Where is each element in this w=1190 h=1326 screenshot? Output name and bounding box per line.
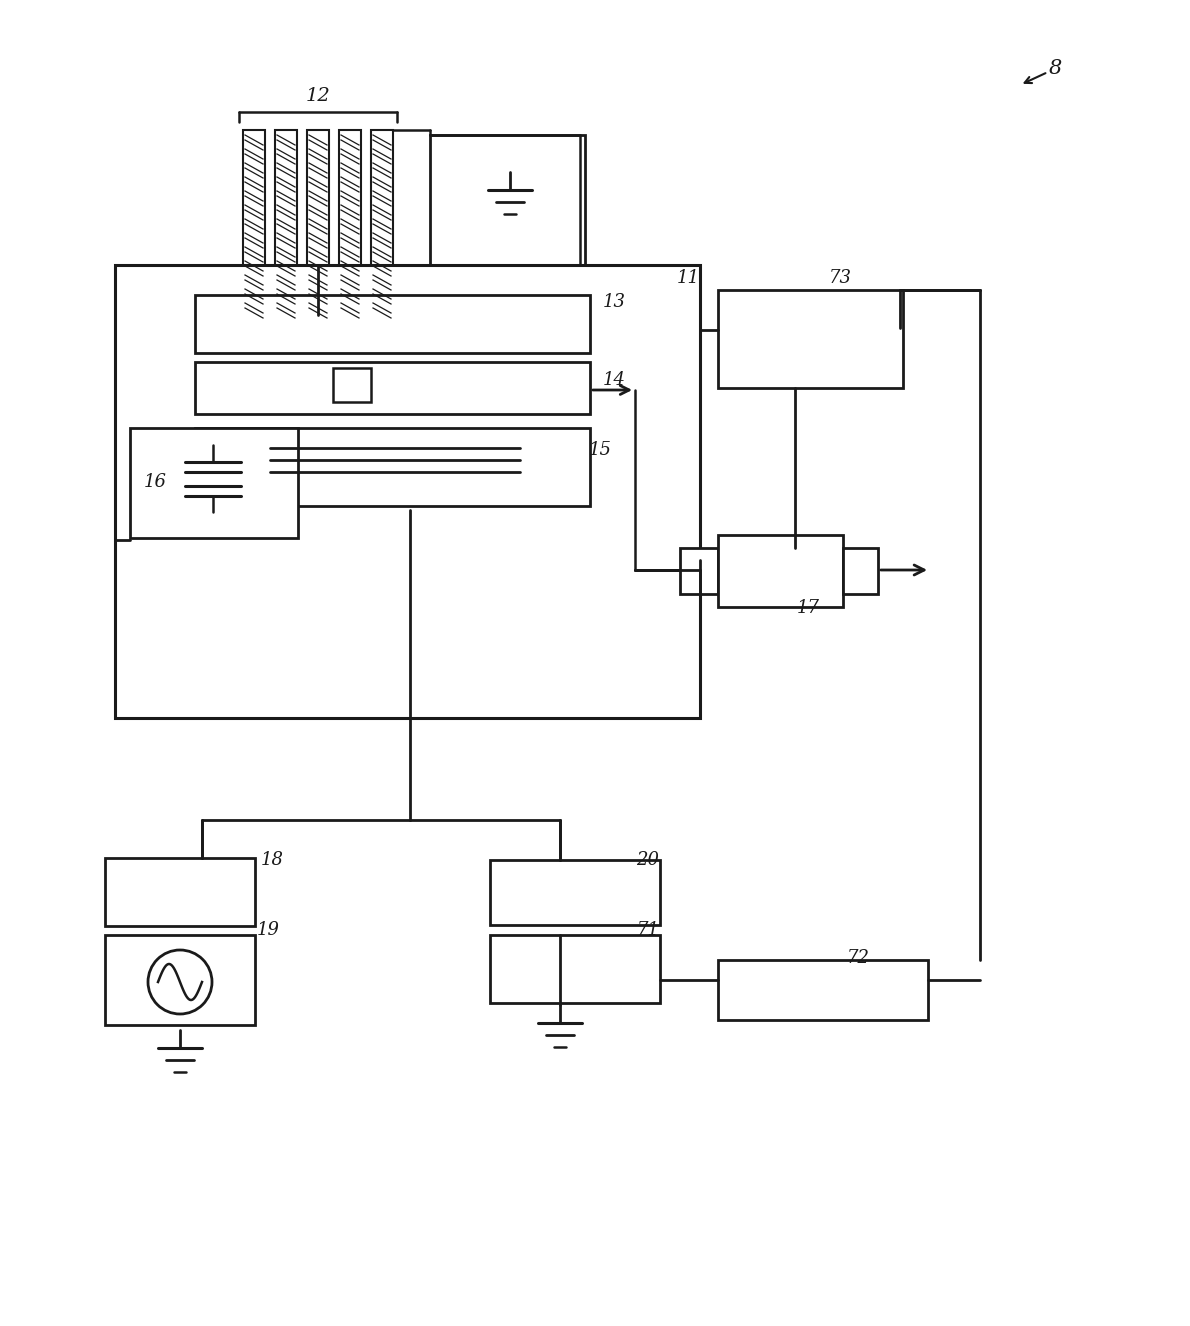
Text: 13: 13 [602,293,626,312]
Bar [371,130,393,316]
Text: 19: 19 [257,922,280,939]
Bar [195,294,590,353]
Bar [333,369,371,402]
Bar [105,858,255,926]
Bar [490,935,660,1002]
Bar [275,130,298,316]
Bar [105,935,255,1025]
Bar [843,548,878,594]
Bar [679,548,718,594]
Text: 14: 14 [602,371,626,389]
Bar [307,130,328,316]
Text: 20: 20 [637,851,659,869]
Bar [195,362,590,414]
Bar [718,290,903,389]
Text: 73: 73 [828,269,852,286]
Bar [195,428,590,507]
Bar [130,428,298,538]
Bar [339,130,361,316]
Text: 71: 71 [637,922,659,939]
Bar [490,861,660,926]
Text: 72: 72 [846,949,870,967]
Bar [718,534,843,607]
Bar [243,130,265,316]
Text: 18: 18 [261,851,283,869]
Bar [115,265,700,717]
Text: 11: 11 [676,269,700,286]
Text: 16: 16 [144,473,167,491]
Bar [430,135,585,265]
Bar [718,960,928,1020]
Text: 17: 17 [796,599,820,617]
Text: 8: 8 [1048,58,1061,77]
Text: 15: 15 [589,442,612,459]
Text: 12: 12 [306,88,331,105]
